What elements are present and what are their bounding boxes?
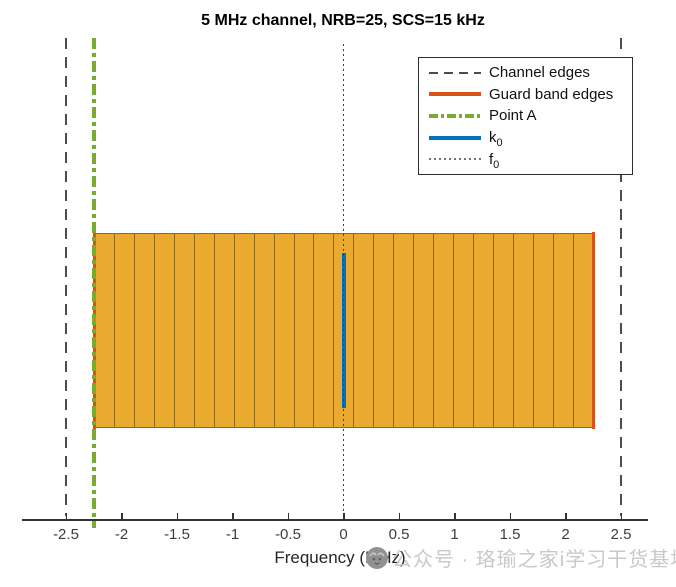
legend-box: Channel edges Guard band edges Point A k…: [418, 57, 633, 175]
dashdot-green-line-sample-icon: [429, 113, 481, 118]
legend-label: k0: [489, 129, 503, 150]
x-tick-label: -1: [225, 526, 240, 543]
dashed-line-sample-icon: [429, 71, 481, 74]
resource-block: [254, 234, 275, 427]
x-tick-label: 1.5: [499, 526, 521, 543]
watermark: 公众号 · 珞瑜之家i学习干货基地: [365, 543, 676, 572]
x-tick-label: 0.5: [388, 526, 410, 543]
x-tick: [121, 513, 123, 520]
dotted-line-sample-icon: [429, 158, 481, 160]
resource-block: [294, 234, 315, 427]
resource-block: [274, 234, 295, 427]
solid-blue-line-sample-icon: [429, 135, 481, 140]
legend-item-k0: k0: [419, 127, 632, 149]
point-a-line: [92, 38, 96, 528]
resource-block: [354, 234, 375, 427]
resource-block: [234, 234, 255, 427]
x-tick: [565, 513, 567, 520]
resource-block: [514, 234, 534, 427]
resource-block: [374, 234, 395, 427]
legend-item-guard-band-edges: Guard band edges: [419, 84, 632, 106]
legend-label-subscript: 0: [496, 137, 503, 150]
x-tick-label: -2: [114, 526, 129, 543]
guard-band-edge-line-right: [592, 232, 595, 429]
watermark-badge-icon: [366, 546, 388, 569]
x-tick-label: -2.5: [53, 526, 79, 543]
x-tick: [176, 513, 178, 520]
x-tick-label: 0: [339, 526, 348, 543]
legend-label-base: k: [489, 129, 497, 147]
resource-block: [414, 234, 435, 427]
x-tick: [232, 513, 234, 520]
resource-block: [533, 234, 554, 427]
resource-block: [394, 234, 415, 427]
x-tick-label: -1.5: [164, 526, 190, 543]
resource-block: [494, 234, 515, 427]
x-tick: [287, 513, 289, 520]
resource-block: [214, 234, 235, 427]
resource-block: [154, 234, 175, 427]
x-tick: [454, 513, 456, 520]
legend-label-base: f: [489, 150, 494, 168]
x-tick: [398, 513, 400, 520]
resource-block: [114, 234, 135, 427]
resource-block: [174, 234, 195, 427]
solid-orange-line-sample-icon: [429, 92, 481, 97]
x-tick: [620, 513, 622, 520]
watermark-text: 公众号 · 珞瑜之家i学习干货基地: [392, 549, 676, 571]
legend-label: f0: [489, 150, 500, 171]
resource-block: [454, 234, 475, 427]
legend-label: Channel edges: [489, 64, 590, 82]
resource-block: [553, 234, 574, 427]
resource-block: [194, 234, 215, 427]
resource-block: [474, 234, 495, 427]
f0-line: [342, 44, 344, 519]
plot-title: 5 MHz channel, NRB=25, SCS=15 kHz: [201, 12, 485, 29]
x-axis-line: [22, 519, 648, 521]
x-tick-label: 1: [450, 526, 459, 543]
x-tick: [65, 513, 67, 520]
resource-block: [95, 234, 115, 427]
resource-block: [434, 234, 455, 427]
channel-edge-line-left: [65, 38, 67, 516]
legend-item-f0: f0: [419, 148, 632, 170]
legend-label: Guard band edges: [489, 85, 614, 103]
resource-block: [573, 234, 593, 427]
channel-edge-line-right: [620, 38, 622, 516]
legend-item-point-a: Point A: [419, 105, 632, 127]
legend-label: Point A: [489, 107, 537, 125]
x-tick-label: 2.5: [610, 526, 632, 543]
x-tick-label: 2: [561, 526, 570, 543]
x-tick: [343, 513, 345, 520]
x-tick: [509, 513, 511, 520]
resource-block: [314, 234, 335, 427]
legend-label-subscript: 0: [493, 158, 500, 171]
resource-block: [134, 234, 155, 427]
x-tick-label: -0.5: [275, 526, 301, 543]
legend-item-channel-edges: Channel edges: [419, 62, 632, 84]
